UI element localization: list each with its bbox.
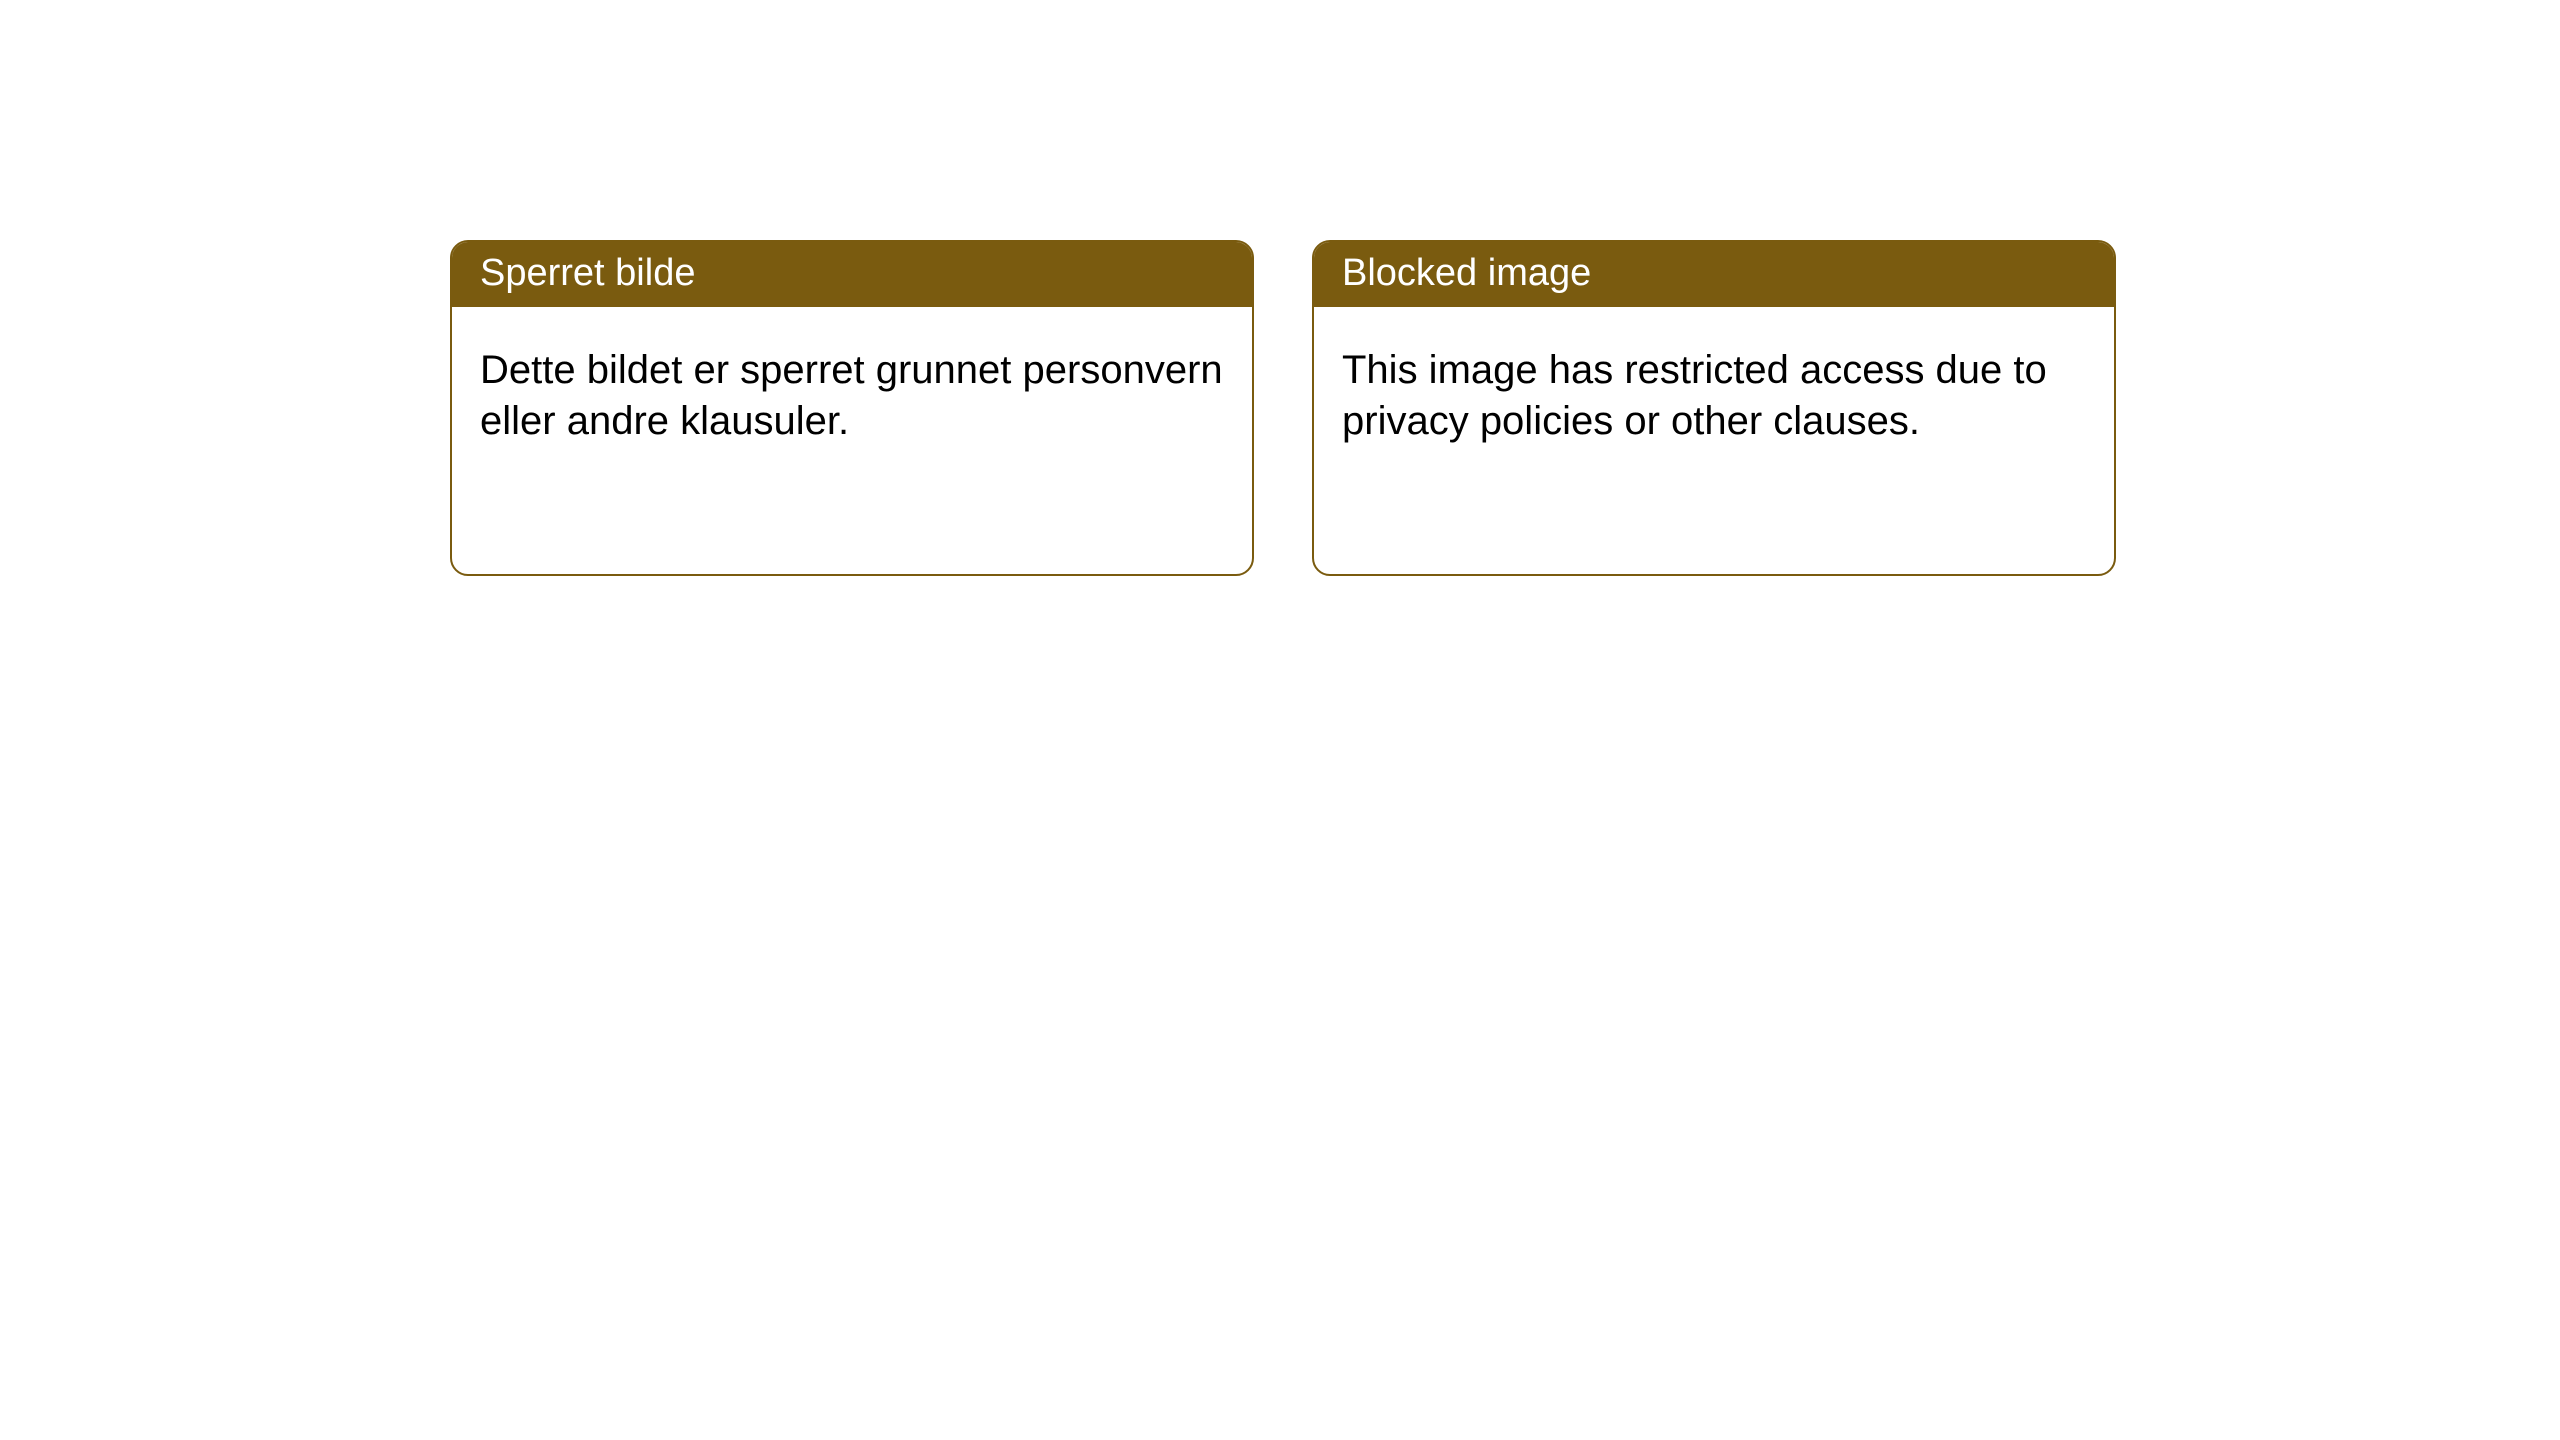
card-body: Dette bildet er sperret grunnet personve…: [452, 307, 1252, 485]
card-title-text: Blocked image: [1342, 252, 1591, 294]
card-body: This image has restricted access due to …: [1314, 307, 2114, 485]
card-header: Blocked image: [1314, 242, 2114, 307]
card-title-text: Sperret bilde: [480, 252, 695, 294]
notice-card-english: Blocked image This image has restricted …: [1312, 240, 2116, 576]
notice-card-norwegian: Sperret bilde Dette bildet er sperret gr…: [450, 240, 1254, 576]
notice-container: Sperret bilde Dette bildet er sperret gr…: [450, 240, 2116, 576]
card-body-text: Dette bildet er sperret grunnet personve…: [480, 348, 1223, 443]
card-body-text: This image has restricted access due to …: [1342, 348, 2047, 443]
card-header: Sperret bilde: [452, 242, 1252, 307]
